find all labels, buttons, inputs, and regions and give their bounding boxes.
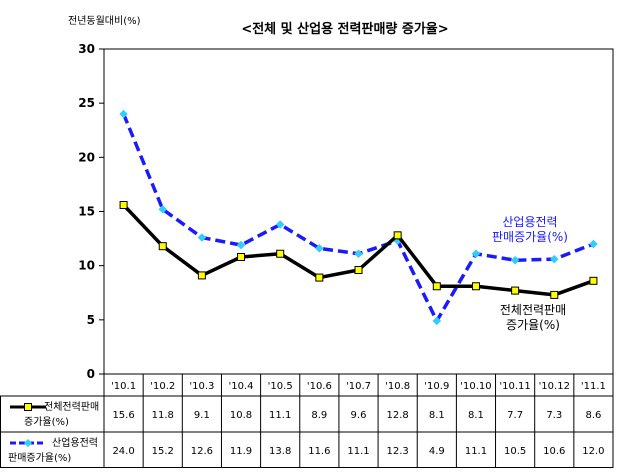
table-value-cell: 11.1 xyxy=(347,446,369,457)
table-value-cell: 7.7 xyxy=(507,410,523,421)
data-point xyxy=(471,282,480,291)
annotation-line2: 판매증가율(%) xyxy=(492,230,568,244)
table-value-cell: 10.5 xyxy=(504,446,526,457)
table-value-cell: 8.9 xyxy=(311,410,327,421)
series-0 xyxy=(119,201,598,299)
data-point xyxy=(432,282,441,291)
table-value-cell: 24.0 xyxy=(112,446,134,457)
y-tick-label: 25 xyxy=(78,96,95,110)
data-point xyxy=(158,242,167,251)
y-tick-label: 0 xyxy=(87,367,95,381)
table-value-cell: 11.9 xyxy=(230,446,252,457)
y-axis-unit-label: 전년동월대비(%) xyxy=(68,15,141,27)
legend-label-line2: 증가율(%) xyxy=(24,416,69,428)
table-value-cell: 7.3 xyxy=(546,410,562,421)
x-tick-label: '10.6 xyxy=(307,381,332,392)
table-value-cell: 15.6 xyxy=(112,410,134,421)
table-value-cell: 8.6 xyxy=(585,410,601,421)
legend-marker xyxy=(24,439,32,447)
data-point xyxy=(236,240,246,250)
legend-label-line2: 판매증가율(%) xyxy=(8,452,71,464)
x-tick-label: '10.4 xyxy=(229,381,254,392)
y-tick-label: 20 xyxy=(78,150,95,164)
x-tick-label: '10.7 xyxy=(346,381,371,392)
data-table: '10.1 '10.2 '10.3 '10.4 '10.5 '10.6 '10.7 '10.8… xyxy=(0,374,614,468)
x-tick-label: '10.1 xyxy=(111,381,136,392)
table-value-cell: 11.8 xyxy=(152,410,174,421)
data-point xyxy=(589,239,598,249)
table-value-cell: 8.1 xyxy=(429,410,445,421)
data-point xyxy=(354,249,363,259)
legend-label-line1: 전체전력판매 xyxy=(44,401,99,413)
x-tick-label: '10.10 xyxy=(460,381,491,392)
x-tick-label: '10.9 xyxy=(424,381,449,392)
table-value-cell: 11.1 xyxy=(269,410,291,421)
chart-title: <전체 및 산업용 전력판매량 증가율> xyxy=(241,21,448,37)
y-tick-label: 5 xyxy=(87,313,95,327)
annotation-line1: 산업용전력 xyxy=(502,215,557,229)
table-value-cell: 12.3 xyxy=(387,446,409,457)
table-value-cell: 12.0 xyxy=(582,446,604,457)
data-point xyxy=(511,286,520,295)
data-point xyxy=(276,249,285,258)
data-point xyxy=(510,255,520,265)
y-tick-label: 10 xyxy=(78,259,95,273)
table-value-cell: 10.8 xyxy=(230,410,252,421)
data-point xyxy=(119,109,128,119)
data-point xyxy=(314,243,324,253)
legend-label-line1: 산업용전력 xyxy=(52,436,98,449)
series-1 xyxy=(119,109,598,326)
table-value-cell: 12.6 xyxy=(191,446,213,457)
data-point xyxy=(237,253,246,261)
table-value-cell: 11.1 xyxy=(465,446,487,457)
annotation-line2: 증가율(%) xyxy=(506,318,560,332)
data-point xyxy=(197,233,207,242)
y-tick-label: 30 xyxy=(78,42,95,56)
table-value-cell: 8.1 xyxy=(468,410,484,421)
table-value-cell: 9.6 xyxy=(351,410,367,421)
series-lines xyxy=(119,109,598,326)
table-value-cell: 11.6 xyxy=(308,446,330,457)
data-point xyxy=(471,249,481,259)
table-value-cell: 13.8 xyxy=(269,446,291,457)
table-value-cell: 4.9 xyxy=(429,446,445,457)
x-tick-label: '10.2 xyxy=(150,381,175,392)
table-value-cell: 12.8 xyxy=(387,410,409,421)
x-tick-label: '11.1 xyxy=(581,381,606,392)
x-tick-label: '10.8 xyxy=(385,381,410,392)
data-point xyxy=(197,271,206,280)
data-point xyxy=(432,316,442,326)
data-point xyxy=(119,201,128,209)
legend-marker xyxy=(24,403,32,411)
x-tick-label: '10.5 xyxy=(268,381,293,392)
data-point xyxy=(354,266,363,274)
data-point xyxy=(158,204,168,214)
data-point xyxy=(393,231,402,240)
table-value-cell: 9.1 xyxy=(194,410,210,421)
y-tick-label: 15 xyxy=(78,205,95,219)
data-point xyxy=(549,254,559,264)
annotation-line1: 전체전력판매 xyxy=(500,303,566,317)
data-point xyxy=(315,273,324,282)
x-tick-label: '10.12 xyxy=(539,381,570,392)
x-tick-label: '10.11 xyxy=(499,381,530,392)
data-point xyxy=(589,276,598,285)
data-point xyxy=(275,220,285,229)
table-value-cell: 10.6 xyxy=(543,446,565,457)
x-tick-label: '10.3 xyxy=(189,381,214,392)
data-point xyxy=(550,290,559,299)
y-axis: 0 5 10 15 20 25 30 xyxy=(78,42,104,381)
table-value-cell: 15.2 xyxy=(152,446,174,457)
